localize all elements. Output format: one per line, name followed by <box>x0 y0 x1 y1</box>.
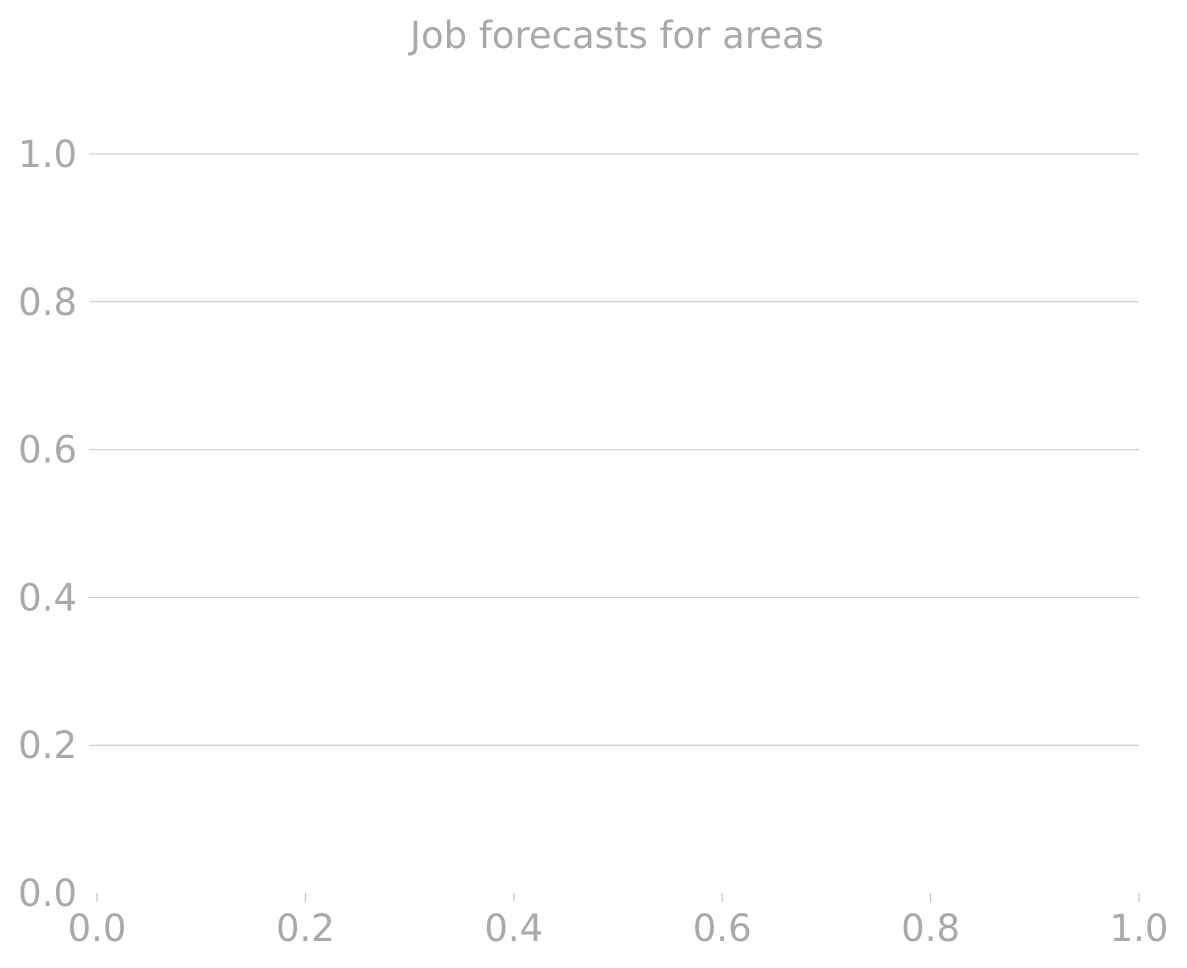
x-tick-label: 0.2 <box>276 907 335 950</box>
chart-title: Job forecasts for areas <box>408 14 824 57</box>
x-tick-label: 0.4 <box>484 907 543 950</box>
y-tick-label: 0.2 <box>18 724 77 767</box>
y-tick-label: 1.0 <box>18 133 77 176</box>
y-tick-label: 0.6 <box>18 429 77 472</box>
x-axis: 0.0 0.2 0.4 0.6 0.8 1.0 <box>68 893 1169 950</box>
x-tick-label: 0.0 <box>68 907 127 950</box>
y-tick-label: 0.0 <box>18 872 77 915</box>
y-tick-label: 0.4 <box>18 576 77 619</box>
x-tick-label: 0.6 <box>693 907 752 950</box>
grid-lines <box>89 153 1139 746</box>
y-axis: 0.0 0.2 0.4 0.6 0.8 1.0 <box>18 133 77 915</box>
x-tick-label: 1.0 <box>1110 907 1169 950</box>
y-tick-label: 0.8 <box>18 281 77 324</box>
x-tick-label: 0.8 <box>901 907 960 950</box>
